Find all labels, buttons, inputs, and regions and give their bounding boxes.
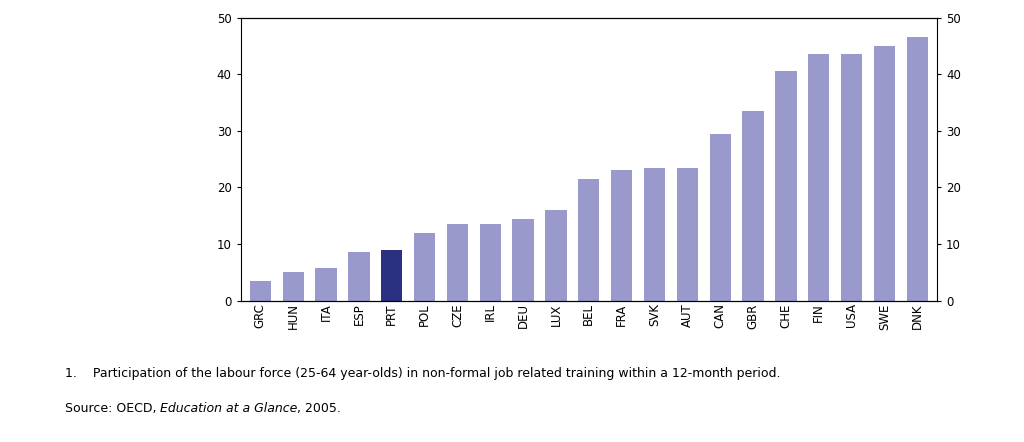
Bar [873,46,895,301]
Text: Education at a Glance: Education at a Glance [160,402,297,415]
Text: 1.    Participation of the labour force (25-64 year-olds) in non-formal job rela: 1. Participation of the labour force (25… [65,367,780,380]
Bar [742,111,764,301]
Bar [414,232,435,301]
Bar [579,179,599,301]
Bar [611,171,632,301]
Text: , 2005.: , 2005. [297,402,341,415]
Bar [545,210,566,301]
Bar [446,224,468,301]
Bar [512,218,534,301]
Bar [644,168,666,301]
Bar [710,133,731,301]
Bar [841,54,862,301]
Bar [315,268,337,301]
Bar [283,272,304,301]
Bar [906,38,928,301]
Bar [808,54,829,301]
Bar [348,252,370,301]
Text: Source: OECD,: Source: OECD, [65,402,160,415]
Bar [479,224,501,301]
Bar [381,250,402,301]
Bar [775,72,797,301]
Bar [250,281,271,301]
Bar [677,168,698,301]
